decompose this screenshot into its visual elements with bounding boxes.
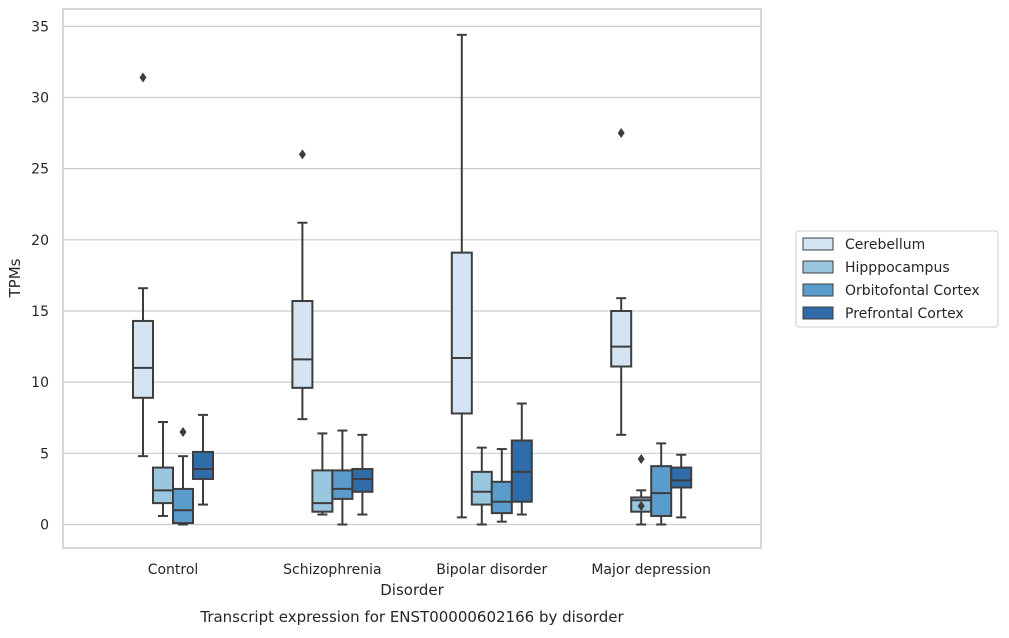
box-body [470,470,493,506]
outlier-point [139,72,147,83]
box-body [331,469,354,500]
box-body [132,319,154,399]
box-body [172,487,194,525]
x-tick-label: Major depression [591,562,711,578]
chart-caption: Transcript expression for ENST0000060216… [199,608,624,626]
y-tick-label: 30 [31,90,49,106]
x-tick-label: Schizophrenia [283,562,381,578]
boxes-layer [132,33,693,526]
box-body [311,469,334,513]
y-tick-label: 10 [31,375,49,391]
box-orbitofontal-cortex [172,426,194,526]
box-prefrontal-cortex [510,402,533,516]
box-body [490,480,513,515]
outlier-point [637,454,645,465]
legend-swatch [802,260,834,274]
y-tick-label: 5 [40,446,49,462]
legend-swatch [802,237,834,251]
legend-frame [795,230,999,328]
box-prefrontal-cortex [670,453,693,519]
box-orbitofontal-cortex [331,429,354,526]
box-orbitofontal-cortex [490,448,513,523]
x-axis-label: Disorder [380,581,444,599]
y-tick-label: 25 [31,162,49,178]
box-body [450,251,473,415]
legend-label: Hipppocampus [845,260,950,276]
box-hipppocampus [470,446,493,526]
outlier-point [637,500,645,511]
box-hipppocampus [152,421,174,517]
y-tick-labels: 0 5 10 15 20 25 30 35 [31,19,49,533]
y-axis-label: TPMs [6,258,24,298]
legend-items: Cerebellum Hipppocampus Orbitofontal Corte… [802,237,980,322]
box-orbitofontal-cortex [650,442,673,526]
legend-swatch [802,283,834,297]
outlier-point [617,128,625,139]
box-prefrontal-cortex [351,433,374,516]
box-cerebellum [610,128,633,436]
x-tick-label: Control [148,562,199,578]
box-body [152,466,174,505]
box-body [192,450,214,480]
outlier-point [298,149,306,160]
box-hipppocampus [630,454,653,526]
outlier-point [179,426,187,437]
y-tick-label: 15 [31,304,49,320]
grid-layer [63,25,761,526]
x-tick-label: Bipolar disorder [436,562,547,578]
legend-label: Prefrontal Cortex [845,306,964,322]
box-body [351,467,374,493]
y-tick-label: 20 [31,233,49,249]
y-tick-label: 35 [31,19,49,35]
legend-label: Cerebellum [845,237,925,253]
box-cerebellum [450,33,473,519]
box-body [610,309,633,368]
y-tick-label: 0 [40,518,49,534]
box-cerebellum [291,149,314,421]
legend-swatch [802,306,834,320]
box-prefrontal-cortex [192,413,214,506]
box-hipppocampus [311,432,334,516]
box-body [670,466,693,489]
legend-label: Orbitofontal Cortex [845,283,980,299]
x-tick-labels: Control Schizophrenia Bipolar disorder Majo… [148,562,711,578]
plot-frame [62,8,762,549]
box-body [650,465,673,517]
box-cerebellum [132,72,154,458]
legend: Cerebellum Hipppocampus Orbitofontal Corte… [795,230,999,328]
box-body [291,300,314,389]
